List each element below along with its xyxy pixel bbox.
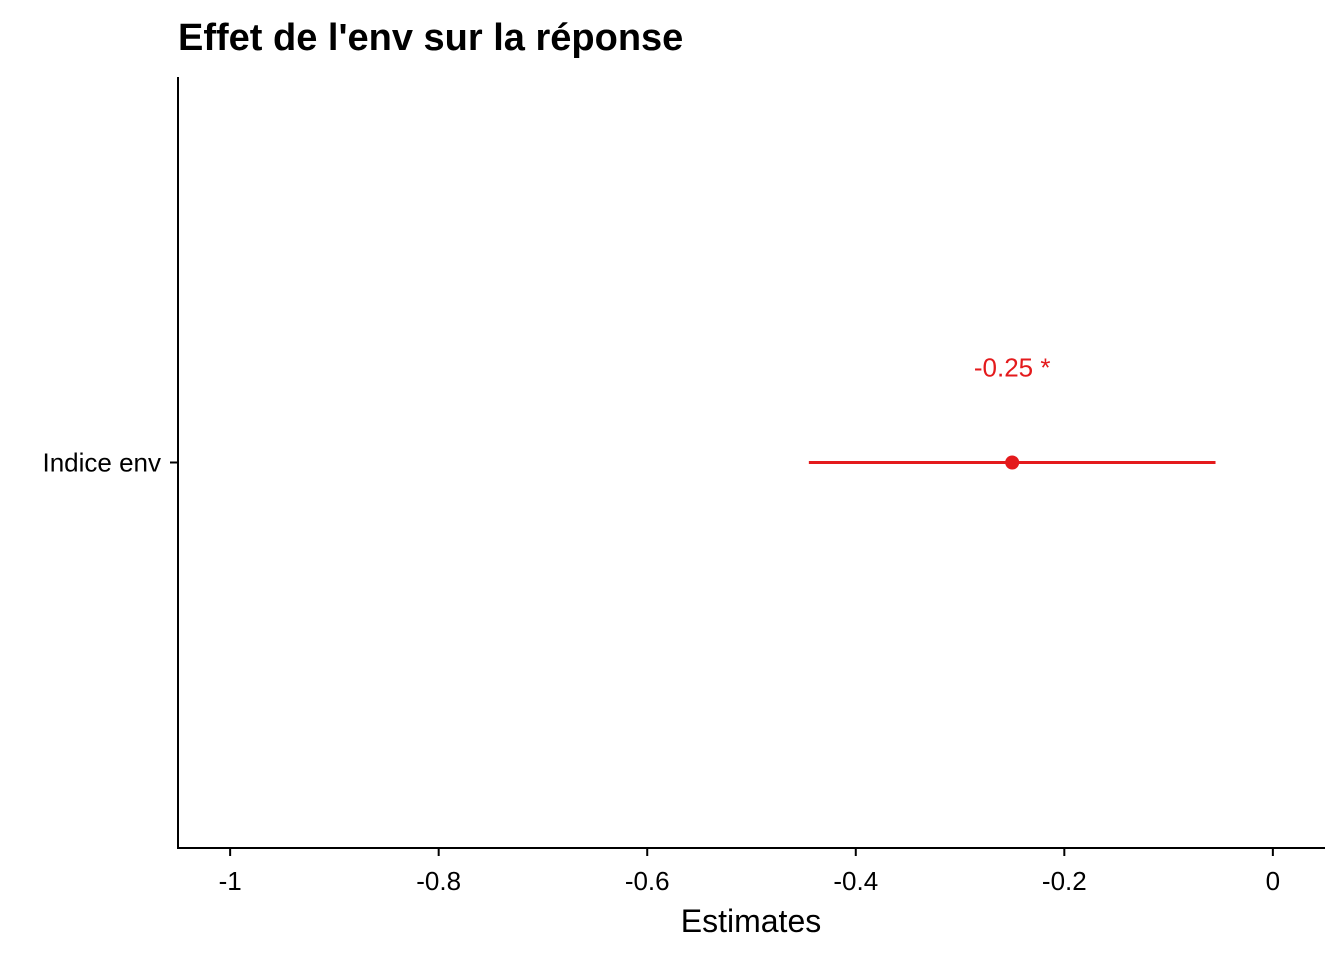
x-axis-title: Estimates (681, 903, 821, 939)
estimate-label: -0.25 * (974, 353, 1051, 383)
estimate-point (1005, 455, 1020, 470)
x-tick-label: 0 (1266, 866, 1280, 896)
x-tick-label: -0.6 (625, 866, 670, 896)
x-tick-label: -0.8 (416, 866, 461, 896)
x-axis-ticks: -1 -0.8 -0.6 -0.4 -0.2 0 (219, 848, 1280, 896)
chart-title: Effet de l'env sur la réponse (178, 17, 683, 59)
data-marks: -0.25 * (808, 353, 1216, 470)
x-tick-label: -0.4 (833, 866, 878, 896)
y-axis-ticks: Indice env (42, 448, 178, 478)
x-tick-label: -0.2 (1042, 866, 1087, 896)
y-tick-label: Indice env (42, 448, 161, 478)
x-tick-label: -1 (219, 866, 242, 896)
